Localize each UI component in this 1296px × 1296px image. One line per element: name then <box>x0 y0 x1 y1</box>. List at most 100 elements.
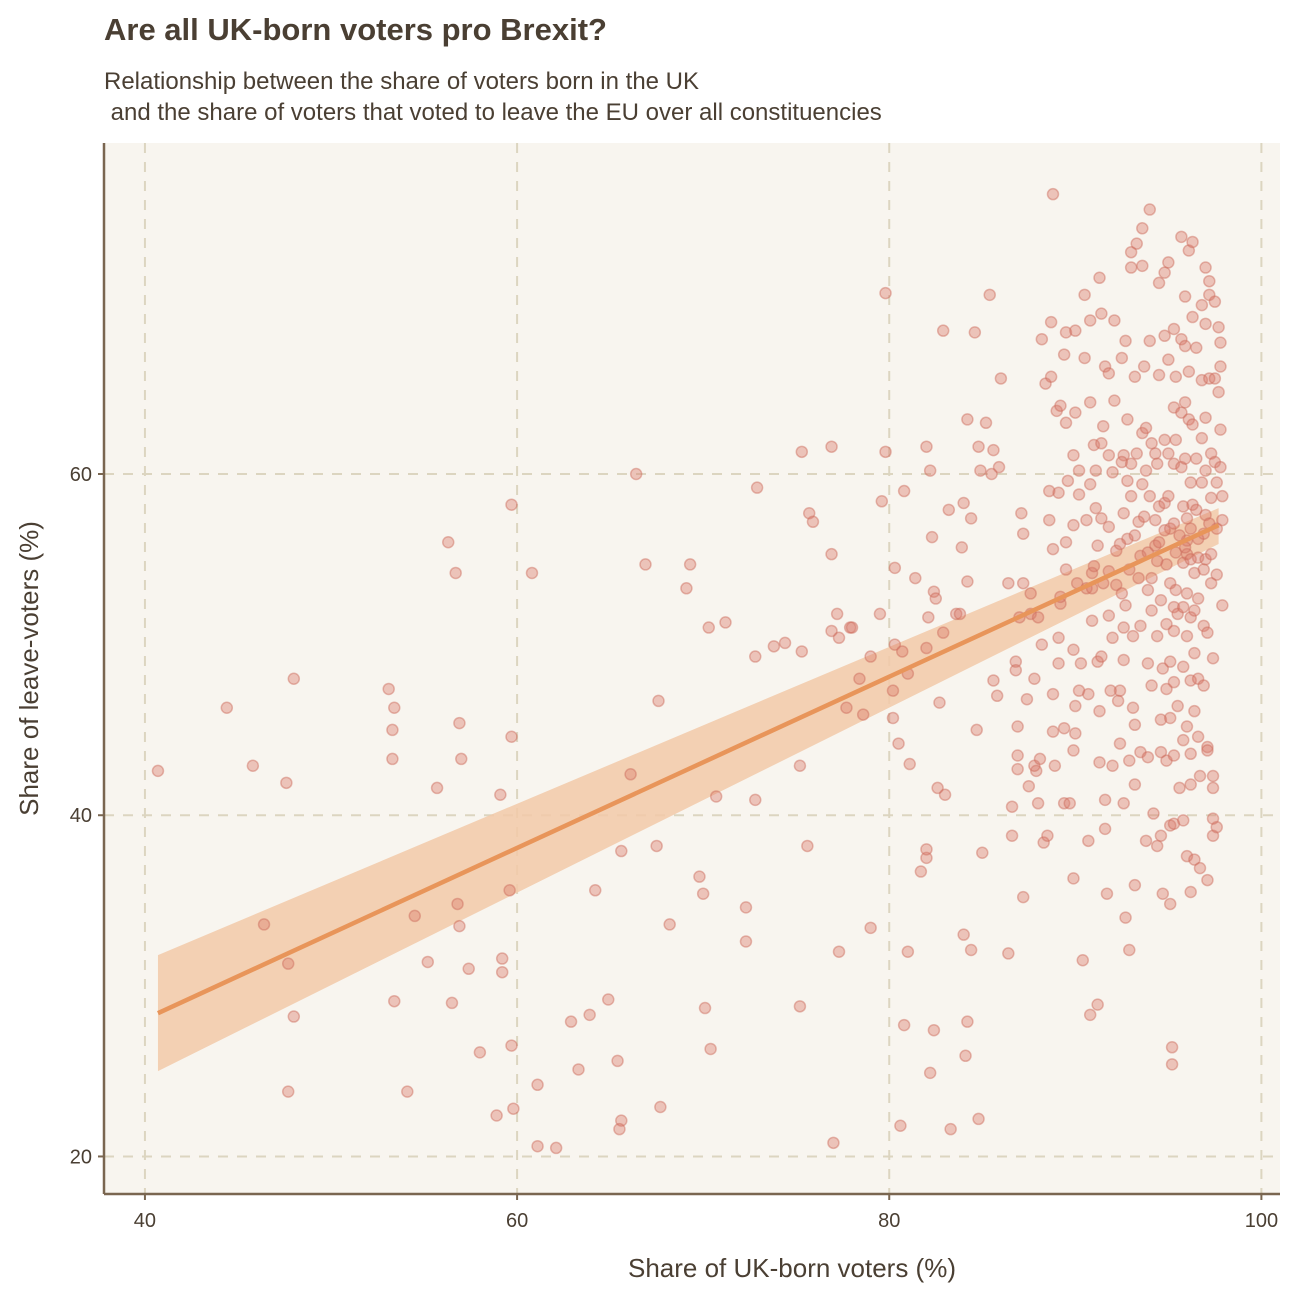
data-point <box>1175 460 1188 474</box>
data-point <box>1158 433 1171 447</box>
data-point <box>1059 563 1073 576</box>
data-point <box>936 324 950 337</box>
data-point <box>1005 829 1019 842</box>
data-point <box>1134 619 1147 633</box>
data-point <box>801 839 814 853</box>
data-point <box>1143 334 1156 348</box>
data-point <box>1102 609 1116 622</box>
data-point <box>1204 447 1218 460</box>
data-point <box>1115 587 1129 600</box>
data-point <box>1016 527 1030 540</box>
data-point <box>1152 368 1166 382</box>
data-point <box>1115 351 1129 365</box>
data-point <box>1098 793 1112 807</box>
data-point <box>1130 237 1143 250</box>
data-point <box>1106 466 1119 479</box>
data-point <box>1176 600 1190 614</box>
data-point <box>1072 684 1086 697</box>
data-point <box>1204 491 1218 505</box>
data-point <box>1052 657 1065 670</box>
data-point <box>1201 744 1214 757</box>
data-point <box>920 641 933 655</box>
data-point <box>955 541 969 554</box>
data-point <box>931 781 944 795</box>
data-point <box>1154 594 1168 607</box>
data-point <box>1195 373 1209 387</box>
data-point <box>663 918 676 931</box>
data-point <box>892 737 905 750</box>
data-point <box>1059 416 1073 430</box>
data-point <box>964 943 978 957</box>
data-point <box>990 689 1004 703</box>
x-tick-label: 100 <box>1245 1210 1278 1232</box>
data-point <box>750 481 764 494</box>
data-point <box>698 1001 712 1015</box>
data-point <box>1195 431 1209 445</box>
data-point <box>696 887 710 900</box>
data-point <box>629 467 643 481</box>
data-point <box>1191 730 1205 743</box>
data-point <box>1033 752 1047 766</box>
data-point <box>1162 447 1175 460</box>
data-point <box>1171 699 1184 713</box>
data-point <box>1139 834 1153 848</box>
data-point <box>1169 370 1183 383</box>
data-point <box>1106 759 1119 773</box>
data-point <box>1082 834 1095 848</box>
data-point <box>1043 513 1056 527</box>
data-point <box>922 611 935 624</box>
data-point <box>920 843 933 856</box>
data-point <box>1067 872 1080 885</box>
data-point <box>281 1085 295 1098</box>
data-point <box>1216 513 1229 527</box>
data-point <box>1072 488 1086 501</box>
data-point <box>1147 807 1160 820</box>
data-point <box>1163 711 1177 725</box>
data-point <box>1199 553 1212 566</box>
data-point <box>903 757 916 771</box>
data-point <box>1137 510 1151 523</box>
data-point <box>1206 769 1220 783</box>
data-point <box>1117 653 1130 667</box>
data-point <box>1115 455 1129 469</box>
data-point <box>1214 423 1227 436</box>
data-point <box>1182 244 1196 257</box>
data-point <box>1167 600 1181 614</box>
data-point <box>1117 506 1130 520</box>
data-point <box>1143 203 1156 216</box>
data-point <box>1169 433 1183 447</box>
data-point <box>1052 631 1065 645</box>
data-point <box>927 1023 941 1037</box>
data-point <box>961 413 974 426</box>
data-point <box>1197 679 1210 692</box>
data-point <box>793 759 807 773</box>
data-point <box>1199 464 1212 477</box>
data-point <box>151 764 165 778</box>
data-point <box>1108 314 1121 327</box>
data-point <box>1163 819 1177 832</box>
data-point <box>896 645 909 658</box>
data-point <box>1206 829 1220 842</box>
data-point <box>1163 576 1177 590</box>
data-point <box>572 1063 585 1076</box>
data-point <box>1016 890 1030 904</box>
data-point <box>1184 476 1197 489</box>
data-point <box>287 672 301 685</box>
x-tick-label: 60 <box>506 1210 528 1232</box>
data-point <box>449 566 462 580</box>
data-point <box>1156 662 1170 675</box>
data-point <box>1141 750 1155 764</box>
data-point <box>1108 394 1121 407</box>
data-point <box>652 694 665 708</box>
data-point <box>1009 663 1023 677</box>
data-point <box>1216 489 1229 503</box>
data-point <box>1191 592 1205 605</box>
data-point <box>1136 222 1149 235</box>
data-point <box>1178 290 1192 303</box>
data-point <box>856 708 870 721</box>
data-point <box>386 723 399 737</box>
data-point <box>1184 885 1197 899</box>
data-point <box>1197 563 1210 576</box>
data-point <box>825 624 838 638</box>
